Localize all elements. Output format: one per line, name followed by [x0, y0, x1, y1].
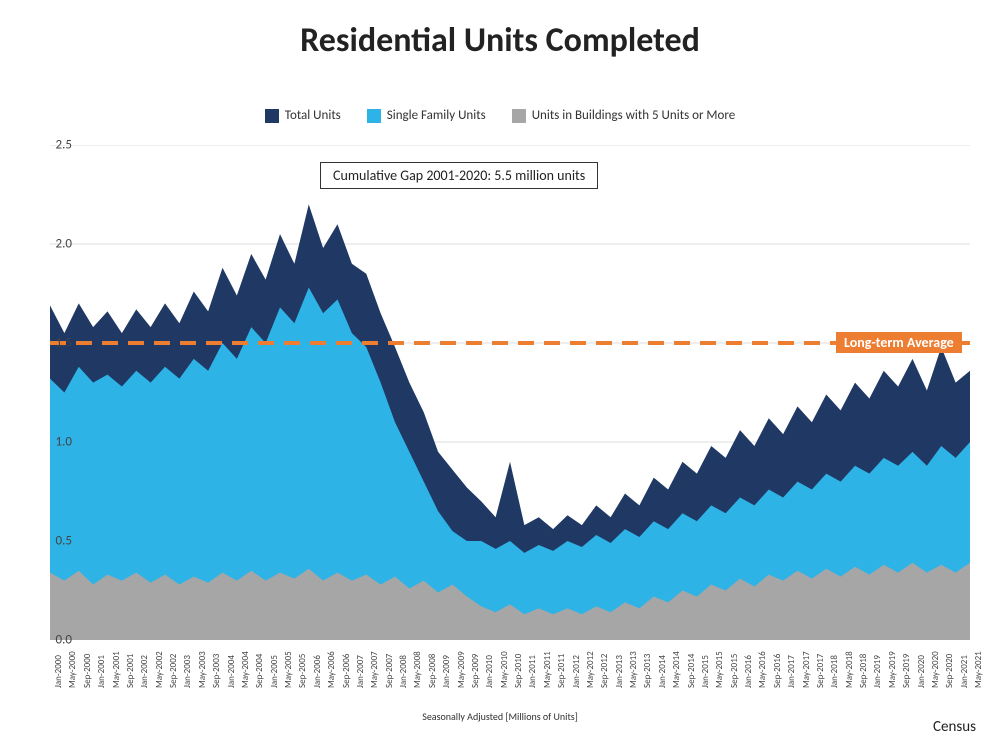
legend-swatch-single — [367, 109, 381, 123]
legend: Total Units Single Family Units Units in… — [0, 108, 1000, 123]
x-tick-label: Sep-2019 — [901, 654, 912, 688]
x-tick-label: May-2004 — [240, 651, 251, 688]
x-tick-label: Sep-2000 — [82, 654, 93, 688]
x-tick-label: Jan-2017 — [786, 655, 797, 688]
x-tick-label: Jan-2013 — [614, 655, 625, 688]
x-tick-label: Sep-2012 — [599, 654, 610, 688]
x-tick-label: Sep-2009 — [470, 654, 481, 688]
x-tick-label: Sep-2003 — [211, 654, 222, 688]
x-tick-label: Jan-2018 — [829, 655, 840, 688]
x-tick-label: Jan-2006 — [312, 655, 323, 688]
x-tick-label: Sep-2015 — [729, 654, 740, 688]
x-tick-label: May-2010 — [499, 651, 510, 688]
x-tick-label: Jan-2015 — [700, 655, 711, 688]
x-tick-label: Jan-2014 — [657, 655, 668, 688]
legend-label-multi: Units in Buildings with 5 Units or More — [532, 108, 736, 123]
y-tick-label: 1.5 — [56, 336, 72, 351]
x-tick-label: Sep-2010 — [513, 654, 524, 688]
x-tick-label: May-2011 — [542, 651, 553, 688]
x-tick-label: May-2012 — [585, 651, 596, 688]
x-tick-label: Jan-2000 — [53, 655, 64, 688]
y-tick-label: 2.0 — [56, 237, 72, 252]
x-tick-label: May-2018 — [844, 651, 855, 688]
x-tick-label: Jan-2001 — [96, 655, 107, 688]
x-tick-label: May-2016 — [757, 651, 768, 688]
long-term-average-label: Long-term Average — [836, 332, 962, 353]
x-tick-label: May-2008 — [412, 651, 423, 688]
x-tick-label: Jan-2009 — [441, 655, 452, 688]
x-tick-label: May-2002 — [154, 651, 165, 688]
x-tick-label: Sep-2004 — [254, 654, 265, 688]
x-tick-label: Jan-2021 — [959, 655, 970, 688]
x-tick-label: Sep-2016 — [772, 654, 783, 688]
legend-item-single: Single Family Units — [367, 108, 486, 123]
x-tick-label: Sep-2001 — [125, 654, 136, 688]
x-tick-label: Sep-2002 — [168, 654, 179, 688]
x-tick-label: May-2007 — [369, 651, 380, 688]
y-tick-label: 0.0 — [56, 633, 72, 648]
legend-label-single: Single Family Units — [387, 108, 486, 123]
x-tick-label: Sep-2007 — [384, 654, 395, 688]
footer-center: Seasonally Adjusted [Millions of Units] — [0, 710, 1000, 723]
annotation-cumulative-gap: Cumulative Gap 2001-2020: 5.5 million un… — [320, 162, 598, 189]
x-tick-label: Jan-2005 — [269, 655, 280, 688]
legend-swatch-total — [265, 109, 279, 123]
x-tick-label: Sep-2005 — [297, 654, 308, 688]
x-tick-label: May-2006 — [326, 651, 337, 688]
x-tick-label: Sep-2008 — [427, 654, 438, 688]
x-tick-label: Jan-2003 — [182, 655, 193, 688]
x-tick-label: May-2021 — [973, 651, 984, 688]
x-tick-label: May-2020 — [930, 651, 941, 688]
x-tick-label: Jan-2011 — [527, 655, 538, 688]
footer-center-text: Seasonally Adjusted [Millions of Units] — [422, 710, 578, 723]
x-tick-label: Sep-2014 — [686, 654, 697, 688]
x-tick-label: May-2017 — [801, 651, 812, 688]
x-tick-label: Sep-2006 — [341, 654, 352, 688]
x-tick-label: May-2003 — [197, 651, 208, 688]
legend-item-multi: Units in Buildings with 5 Units or More — [512, 108, 736, 123]
x-tick-label: May-2014 — [671, 651, 682, 688]
chart-title: Residential Units Completed — [0, 20, 1000, 61]
x-tick-label: May-2001 — [111, 651, 122, 688]
x-tick-label: Jan-2010 — [484, 655, 495, 688]
x-tick-label: Jan-2019 — [872, 655, 883, 688]
footer-source: Census — [933, 718, 976, 736]
chart-title-text: Residential Units Completed — [300, 20, 700, 61]
y-tick-label: 0.5 — [56, 534, 72, 549]
x-tick-label: May-2000 — [67, 651, 78, 688]
legend-item-total: Total Units — [265, 108, 341, 123]
y-tick-label: 1.0 — [56, 435, 72, 450]
x-tick-label: Sep-2018 — [858, 654, 869, 688]
legend-swatch-multi — [512, 109, 526, 123]
plot-svg — [50, 145, 970, 640]
x-tick-label: May-2009 — [456, 651, 467, 688]
x-tick-label: Jan-2020 — [916, 655, 927, 688]
x-tick-label: May-2019 — [887, 651, 898, 688]
legend-label-total: Total Units — [285, 108, 341, 123]
x-tick-label: Jan-2012 — [571, 655, 582, 688]
x-tick-label: May-2015 — [714, 651, 725, 688]
x-tick-label: Jan-2016 — [743, 655, 754, 688]
x-tick-label: Sep-2017 — [815, 654, 826, 688]
footer-source-text: Census — [933, 718, 976, 736]
x-tick-label: Jan-2004 — [226, 655, 237, 688]
x-tick-label: Sep-2011 — [556, 654, 567, 688]
x-tick-label: Sep-2020 — [944, 654, 955, 688]
x-tick-label: May-2005 — [283, 651, 294, 688]
x-tick-label: Jan-2002 — [139, 655, 150, 688]
plot-area — [50, 145, 970, 640]
x-tick-label: Jan-2008 — [398, 655, 409, 688]
x-tick-label: Sep-2013 — [642, 654, 653, 688]
y-tick-label: 2.5 — [56, 138, 72, 153]
chart-container: Residential Units Completed Total Units … — [0, 0, 1000, 750]
x-tick-label: May-2013 — [628, 651, 639, 688]
x-tick-label: Jan-2007 — [355, 655, 366, 688]
